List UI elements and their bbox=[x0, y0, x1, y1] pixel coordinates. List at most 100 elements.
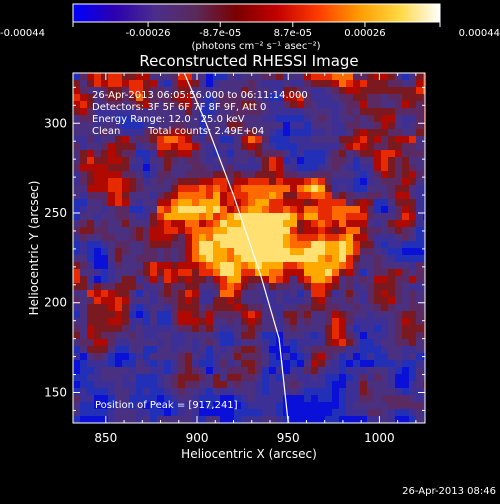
heatmap-cell bbox=[213, 290, 221, 298]
heatmap-cell bbox=[115, 346, 123, 354]
heatmap-cell bbox=[304, 136, 312, 144]
heatmap-cell bbox=[241, 339, 249, 347]
heatmap-cell bbox=[192, 178, 200, 186]
heatmap-cell bbox=[255, 311, 263, 319]
heatmap-cell bbox=[101, 94, 109, 102]
heatmap-cell bbox=[206, 178, 214, 186]
heatmap-cell bbox=[94, 101, 102, 109]
heatmap-cell bbox=[367, 143, 375, 151]
heatmap-cell bbox=[178, 185, 186, 193]
heatmap-cell bbox=[276, 318, 284, 326]
heatmap-cell bbox=[311, 297, 319, 305]
heatmap-cell bbox=[150, 87, 158, 95]
heatmap-cell bbox=[157, 94, 165, 102]
heatmap-cell bbox=[416, 325, 424, 333]
heatmap-cell bbox=[227, 171, 235, 179]
heatmap-cell bbox=[423, 262, 425, 270]
heatmap-cell bbox=[395, 367, 403, 375]
heatmap-cell bbox=[374, 325, 382, 333]
heatmap-cell bbox=[297, 227, 305, 235]
heatmap-cell bbox=[255, 157, 263, 165]
heatmap-cell bbox=[304, 374, 312, 382]
heatmap-cell bbox=[297, 325, 305, 333]
heatmap-cell bbox=[80, 171, 88, 179]
heatmap-cell bbox=[423, 150, 425, 158]
heatmap-cell bbox=[241, 213, 249, 221]
heatmap-cell bbox=[227, 332, 235, 340]
heatmap-cell bbox=[227, 353, 235, 361]
heatmap-cell bbox=[381, 220, 389, 228]
heatmap-cell bbox=[192, 220, 200, 228]
heatmap-cell bbox=[332, 171, 340, 179]
heatmap-cell bbox=[115, 318, 123, 326]
heatmap-cell bbox=[192, 416, 200, 423]
heatmap-cell bbox=[374, 283, 382, 291]
heatmap-cell bbox=[367, 255, 375, 263]
heatmap-cell bbox=[339, 220, 347, 228]
heatmap-cell bbox=[241, 353, 249, 361]
heatmap-cell bbox=[73, 297, 81, 305]
heatmap-cell bbox=[178, 332, 186, 340]
heatmap-cell bbox=[255, 227, 263, 235]
heatmap-cell bbox=[311, 171, 319, 179]
heatmap-cell bbox=[381, 318, 389, 326]
heatmap-cell bbox=[234, 87, 242, 95]
heatmap-cell bbox=[115, 325, 123, 333]
heatmap-cell bbox=[143, 87, 151, 95]
colorbar-tick-label: 0.00044 bbox=[459, 28, 500, 39]
heatmap-cell bbox=[136, 325, 144, 333]
heatmap-cell bbox=[332, 360, 340, 368]
heatmap-cell bbox=[213, 325, 221, 333]
heatmap-cell bbox=[381, 395, 389, 403]
heatmap-cell bbox=[325, 255, 333, 263]
heatmap-cell bbox=[248, 206, 256, 214]
heatmap-cell bbox=[269, 248, 277, 256]
heatmap-cell bbox=[87, 353, 95, 361]
heatmap-cell bbox=[129, 283, 137, 291]
heatmap-cell bbox=[255, 325, 263, 333]
heatmap-cell bbox=[409, 143, 417, 151]
heatmap-cell bbox=[395, 192, 403, 200]
heatmap-cell bbox=[234, 381, 242, 389]
heatmap-cell bbox=[402, 178, 410, 186]
heatmap-cell bbox=[255, 150, 263, 158]
heatmap-cell bbox=[276, 332, 284, 340]
heatmap-cell bbox=[353, 353, 361, 361]
heatmap-cell bbox=[122, 129, 130, 137]
heatmap-cell bbox=[304, 360, 312, 368]
heatmap-cell bbox=[423, 388, 425, 396]
heatmap-cell bbox=[73, 402, 81, 410]
heatmap-cell bbox=[374, 248, 382, 256]
heatmap-cell bbox=[87, 87, 95, 95]
heatmap-cell bbox=[423, 87, 425, 95]
heatmap-cell bbox=[73, 136, 81, 144]
heatmap-cell bbox=[234, 395, 242, 403]
heatmap-cell bbox=[192, 367, 200, 375]
heatmap-cell bbox=[129, 255, 137, 263]
heatmap-cell bbox=[94, 388, 102, 396]
heatmap-cell bbox=[227, 241, 235, 249]
heatmap-cell bbox=[94, 304, 102, 312]
heatmap-cell bbox=[297, 353, 305, 361]
heatmap-cell bbox=[360, 332, 368, 340]
heatmap-cell bbox=[423, 381, 425, 389]
heatmap-cell bbox=[199, 234, 207, 242]
heatmap-cell bbox=[318, 171, 326, 179]
heatmap-cell bbox=[332, 297, 340, 305]
heatmap-cell bbox=[339, 185, 347, 193]
heatmap-cell bbox=[360, 94, 368, 102]
heatmap-cell bbox=[220, 220, 228, 228]
heatmap-cell bbox=[241, 94, 249, 102]
heatmap-cell bbox=[269, 94, 277, 102]
heatmap-cell bbox=[220, 374, 228, 382]
heatmap-cell bbox=[234, 199, 242, 207]
heatmap-cell bbox=[143, 73, 151, 81]
heatmap-cell bbox=[164, 346, 172, 354]
heatmap-cell bbox=[157, 395, 165, 403]
heatmap-cell bbox=[136, 199, 144, 207]
heatmap-cell bbox=[388, 374, 396, 382]
heatmap-cell bbox=[290, 360, 298, 368]
heatmap-cell bbox=[94, 276, 102, 284]
heatmap-cell bbox=[129, 115, 137, 123]
heatmap-cell bbox=[157, 353, 165, 361]
